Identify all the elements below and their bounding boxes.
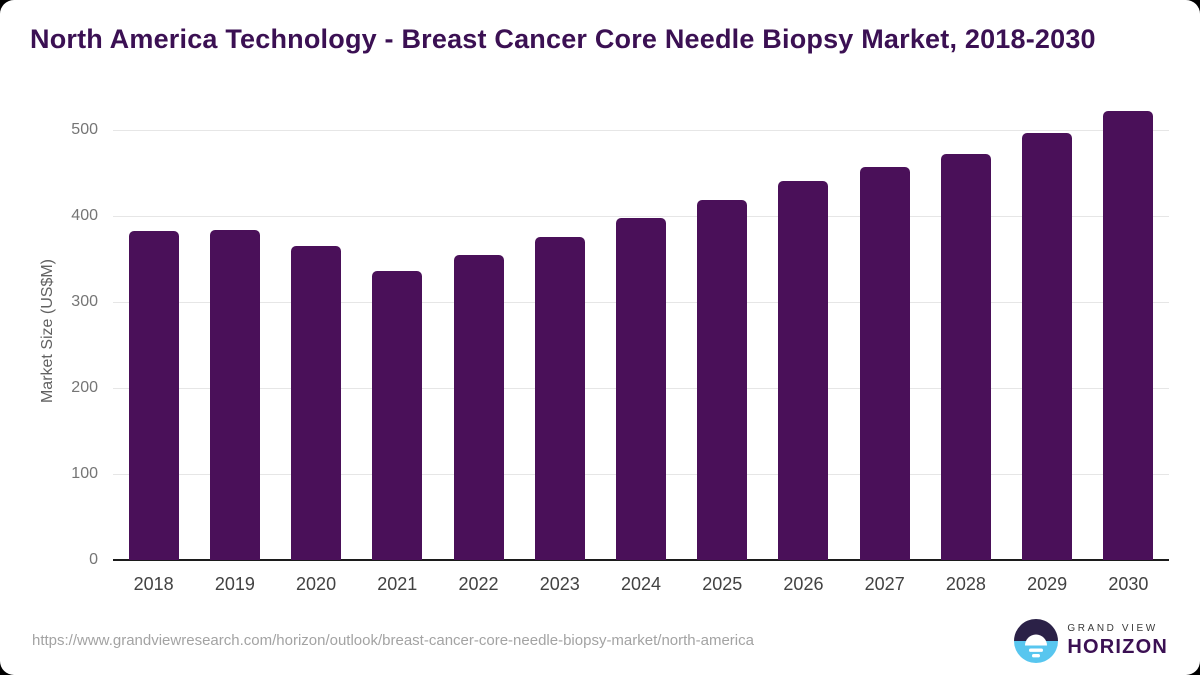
x-tick-label-2025: 2025 bbox=[702, 574, 743, 594]
x-tick-label-2018: 2018 bbox=[133, 574, 174, 594]
logo-bottom-half bbox=[1014, 641, 1059, 663]
y-tick-label: 500 bbox=[71, 120, 98, 138]
bar-2021[interactable] bbox=[372, 270, 423, 560]
bar-2018[interactable] bbox=[128, 231, 179, 560]
brand-name-top: GRAND VIEW bbox=[1067, 623, 1158, 634]
x-tick-label-2026: 2026 bbox=[783, 574, 824, 594]
bar-2029[interactable] bbox=[1022, 133, 1073, 560]
x-tick-label-2021: 2021 bbox=[377, 574, 418, 594]
x-tick-label-2028: 2028 bbox=[945, 574, 986, 594]
bar-2024[interactable] bbox=[616, 218, 666, 560]
y-tick-label: 200 bbox=[71, 378, 98, 396]
y-tick-label: 0 bbox=[89, 551, 98, 568]
horizon-logo-icon bbox=[1014, 619, 1059, 663]
brand-logo: GRAND VIEW HORIZON bbox=[1014, 618, 1168, 664]
bar-2022[interactable] bbox=[453, 254, 504, 560]
x-tick-label-2019: 2019 bbox=[214, 574, 255, 594]
bar-2023[interactable] bbox=[534, 236, 585, 560]
gridline-y500 bbox=[113, 129, 1169, 131]
x-tick-label-2027: 2027 bbox=[864, 574, 905, 594]
y-axis-label: Market Size (US$M) bbox=[39, 258, 56, 404]
bar-2020[interactable] bbox=[291, 245, 342, 560]
x-tick-label-2020: 2020 bbox=[296, 574, 337, 594]
x-tick-label-2023: 2023 bbox=[539, 574, 580, 594]
logo-top-half bbox=[1014, 619, 1059, 641]
y-tick-label: 300 bbox=[71, 292, 98, 310]
bar-2026[interactable] bbox=[778, 180, 829, 560]
x-tick-label-2024: 2024 bbox=[620, 574, 662, 594]
bar-2019[interactable] bbox=[209, 229, 260, 560]
source-url: https://www.grandviewresearch.com/horizo… bbox=[32, 632, 754, 649]
logo-sun-dome bbox=[1025, 634, 1048, 646]
gridline-y400 bbox=[113, 215, 1169, 217]
x-axis-line bbox=[113, 559, 1169, 561]
x-tick-label-2022: 2022 bbox=[458, 574, 499, 594]
x-tick-label-2030: 2030 bbox=[1108, 574, 1149, 594]
bar-2030[interactable] bbox=[1103, 110, 1154, 560]
plot-area: 2018 2019 2020 2021 2022 2023 2024 2025 2026 2027… bbox=[113, 104, 1169, 594]
bar-2025[interactable] bbox=[697, 199, 748, 560]
y-tick-label: 100 bbox=[71, 464, 98, 482]
x-tick-label-2029: 2029 bbox=[1027, 574, 1068, 594]
y-tick-label: 400 bbox=[71, 206, 98, 224]
brand-logo-text: GRAND VIEW HORIZON bbox=[1067, 623, 1168, 659]
chart-title: North America Technology - Breast Cancer… bbox=[30, 24, 1096, 54]
brand-name-bottom: HORIZON bbox=[1067, 636, 1168, 658]
bar-2027[interactable] bbox=[859, 166, 910, 560]
bar-2028[interactable] bbox=[940, 153, 991, 560]
